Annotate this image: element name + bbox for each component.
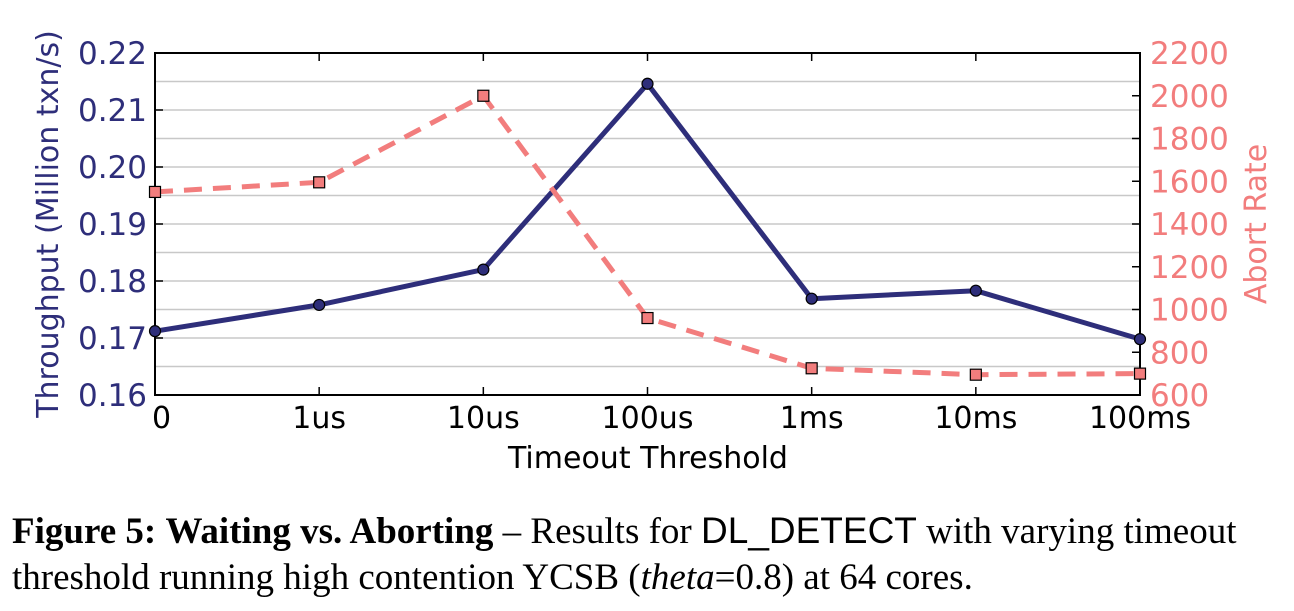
figure-caption: Figure 5: Waiting vs. Aborting – Results…: [12, 508, 1292, 601]
left-tick-label: 0.20: [78, 150, 147, 186]
right-tick-label: 2200: [1150, 36, 1229, 72]
caption-algorithm: DL_DETECT: [701, 510, 917, 551]
x-axis-ticks: 0 1us 10us 100us 1ms 10ms 100ms: [152, 401, 1191, 436]
throughput-point: [805, 292, 818, 305]
abort-rate-line: [154, 93, 1141, 378]
throughput-point: [641, 77, 654, 90]
right-tick-label: 1600: [1150, 164, 1229, 200]
left-tick-label: 0.16: [78, 378, 147, 414]
abort-rate-point: [969, 368, 982, 381]
throughput-point: [1133, 333, 1147, 346]
x-tick-label: 10us: [447, 401, 520, 436]
x-tick-label: 100ms: [1089, 401, 1191, 436]
right-tick-label: 1800: [1150, 122, 1229, 158]
chart: 0.16 0.17 0.18 0.19 0.20 0.21 0.22 600 800 1000 1…: [31, 30, 1274, 476]
left-tick-label: 0.18: [78, 264, 147, 300]
left-tick-label: 0.22: [78, 36, 147, 72]
x-tick-label: 10ms: [934, 401, 1017, 436]
throughput-point: [313, 298, 326, 312]
x-tick-label: 0: [152, 401, 171, 436]
abort-rate-point: [477, 89, 490, 102]
right-tick-label: 2000: [1150, 79, 1229, 115]
right-tick-label: 1000: [1150, 293, 1229, 329]
left-tick-label: 0.19: [78, 207, 147, 243]
abort-rate-point: [1133, 367, 1147, 380]
abort-rate-point: [805, 362, 818, 375]
throughput-point: [477, 263, 490, 276]
x-axis-title: Timeout Threshold: [507, 441, 788, 476]
throughput-point: [148, 325, 162, 338]
left-tick-label: 0.21: [78, 93, 147, 129]
left-axis-ticks: 0.16 0.17 0.18 0.19 0.20 0.21 0.22: [78, 36, 147, 414]
caption-text-3: =0.8) at 64 cores.: [714, 557, 973, 598]
caption-figure-title: Waiting vs. Aborting: [165, 511, 494, 552]
tick-marks: [154, 52, 1141, 396]
abort-rate-point: [641, 311, 654, 325]
abort-rate-point: [148, 185, 162, 199]
throughput-line: [154, 81, 1141, 342]
caption-text-1: – Results for: [502, 511, 702, 552]
caption-figure-label: Figure 5:: [12, 511, 157, 552]
x-tick-label: 1ms: [780, 401, 844, 436]
right-tick-label: 1200: [1150, 250, 1229, 286]
abort-rate-point: [313, 176, 326, 189]
left-tick-label: 0.17: [78, 321, 147, 357]
right-axis-title: Abort Rate: [1239, 144, 1274, 304]
throughput-point: [969, 284, 982, 297]
x-tick-label: 100us: [602, 401, 694, 436]
right-axis-ticks: 600 800 1000 1200 1400 1600 1800 2000 2200: [1150, 36, 1229, 414]
x-tick-label: 1us: [292, 401, 346, 436]
right-tick-label: 800: [1150, 335, 1209, 371]
right-tick-label: 600: [1150, 378, 1209, 414]
series-layer: [148, 77, 1147, 381]
caption-parameter: theta: [640, 557, 715, 598]
left-axis-title: Throughput (Million txn/s): [31, 30, 66, 419]
caption-text-2: with varying timeout threshold running h…: [12, 511, 1237, 598]
right-tick-label: 1400: [1150, 207, 1229, 243]
